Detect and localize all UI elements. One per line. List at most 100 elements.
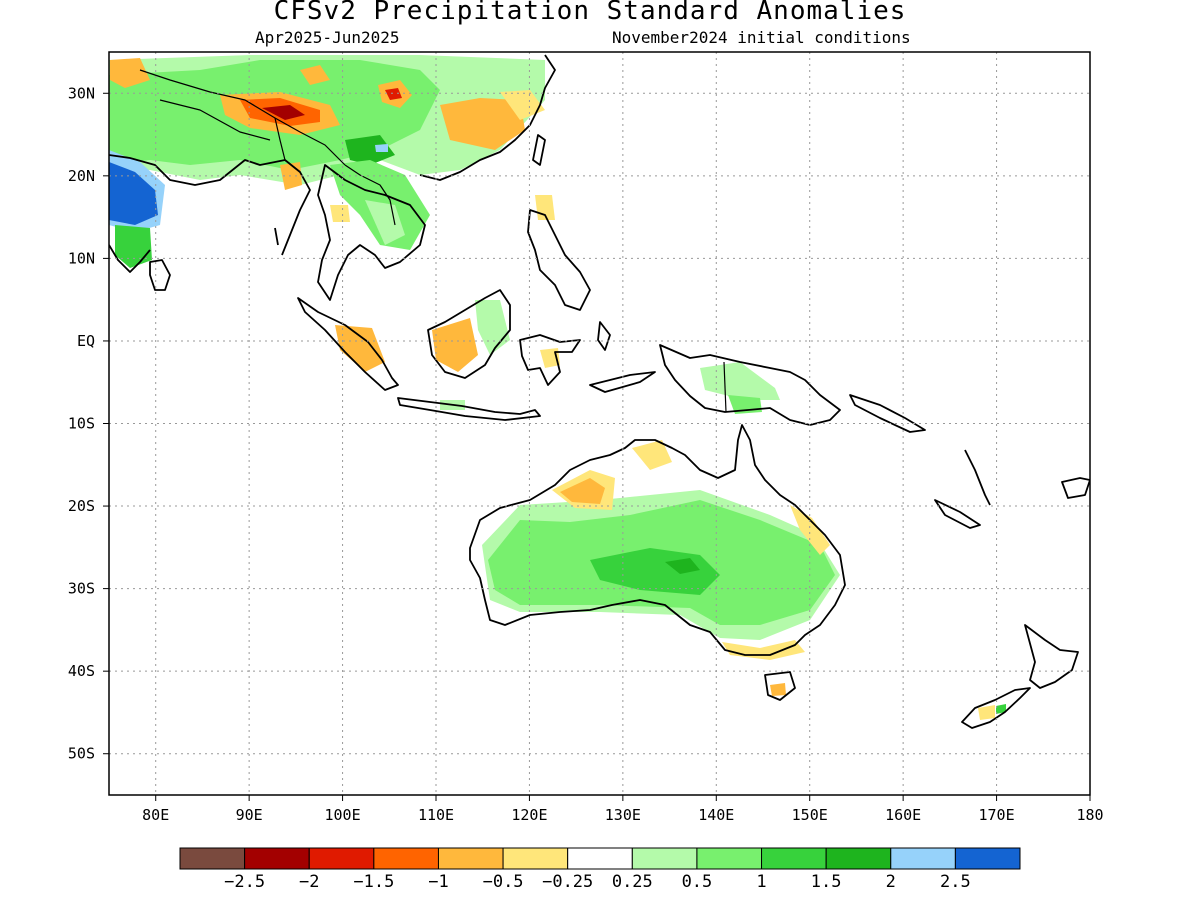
colorbar-label: 2 xyxy=(886,872,896,892)
coastline-tasmania xyxy=(764,671,796,701)
border-west-china xyxy=(159,99,271,141)
border-indochina xyxy=(344,164,396,226)
coastline-fiji xyxy=(1061,477,1090,499)
colorbar-swatch xyxy=(373,847,439,870)
anomaly-region-sumatra xyxy=(335,325,385,372)
lat-tick-label: 20N xyxy=(68,167,95,185)
coastline-vanuatu xyxy=(964,449,991,506)
chart-title: CFSv2 Precipitation Standard Anomalies xyxy=(273,0,907,26)
colorbar-label: −0.5 xyxy=(483,872,524,892)
coastline-philippines xyxy=(527,209,591,311)
colorbar-swatch xyxy=(890,847,956,870)
lon-tick-label: 110E xyxy=(418,806,454,824)
anomaly-region-yunnan-wet xyxy=(345,135,395,165)
anomaly-region-borneo-east xyxy=(475,300,510,355)
lon-tick-label: 130E xyxy=(605,806,641,824)
anomaly-region-west-india-dry xyxy=(300,65,330,85)
anomaly-region-arnhem xyxy=(632,440,672,470)
coastline-indochina xyxy=(317,164,426,301)
anomaly-shading xyxy=(109,55,1006,720)
anomaly-region-se-coast xyxy=(722,640,805,660)
coastlines xyxy=(109,54,1090,729)
lon-tick-label: 80E xyxy=(142,806,169,824)
lat-tick-label: EQ xyxy=(77,332,95,350)
anomaly-region-tibet-peak xyxy=(262,105,305,120)
initial-conditions: November2024 initial conditions xyxy=(612,28,911,47)
coastline-andaman xyxy=(274,227,279,246)
colorbar-label: −2 xyxy=(299,872,319,892)
lat-tick-label: 30S xyxy=(68,580,95,598)
lat-tick-label: 40S xyxy=(68,662,95,680)
colorbar-swatch xyxy=(954,847,1021,870)
coastline-java xyxy=(397,397,541,421)
anomaly-region-yunnan-blue xyxy=(375,144,388,152)
colorbar-swatch xyxy=(244,847,310,870)
border-png xyxy=(723,361,727,413)
colorbar-label: 1 xyxy=(756,872,766,892)
anomaly-region-east-coast xyxy=(790,505,830,555)
coastline-new-zealand-south xyxy=(961,687,1031,729)
lat-tick-label: 10N xyxy=(68,249,95,267)
lon-tick-label: 170E xyxy=(979,806,1015,824)
coastline-china xyxy=(419,54,556,181)
colorbar-label: 0.5 xyxy=(682,872,713,892)
colorbar-swatch xyxy=(308,847,375,870)
gridlines xyxy=(109,52,1090,795)
colorbar-swatch xyxy=(502,847,569,870)
coastline-taiwan xyxy=(532,134,546,166)
coastline-sri-lanka xyxy=(149,259,171,291)
longitude-labels: 80E 90E 100E 110E 120E 130E 140E 150E 160E 170E 18… xyxy=(142,795,1104,824)
anomaly-region-south-india xyxy=(115,225,152,268)
colorbar-label: 0.25 xyxy=(612,872,653,892)
colorbar-label: 1.5 xyxy=(811,872,842,892)
colorbar-label: −0.25 xyxy=(542,872,593,892)
anomaly-region-borneo xyxy=(432,318,478,372)
latitude-labels: 30N 20N 10N EQ 10S 20S 30S 40S 50S xyxy=(68,84,109,763)
colorbar-swatch xyxy=(631,847,698,870)
anomaly-region-nepal-dry xyxy=(110,58,150,88)
anomaly-region-south-china-light xyxy=(500,90,545,120)
lat-tick-label: 50S xyxy=(68,745,95,763)
colorbar-label: −1.5 xyxy=(353,872,394,892)
colorbar-swatch xyxy=(437,847,504,870)
anomaly-region-new-zealand xyxy=(978,705,995,720)
lon-tick-label: 160E xyxy=(885,806,921,824)
anomaly-region-sichuan-peak xyxy=(385,88,402,100)
colorbar-swatch xyxy=(567,847,633,870)
colorbar-swatch xyxy=(696,847,763,870)
anomaly-region-new-zealand-wet xyxy=(996,704,1006,714)
anomaly-region-thailand-dry xyxy=(330,205,350,222)
coastline-borneo xyxy=(427,289,511,379)
anomaly-region-indochina-light xyxy=(365,200,405,245)
anomaly-region-south-china xyxy=(440,98,525,150)
colorbar-swatch xyxy=(179,847,246,870)
anomaly-region-india-blue xyxy=(109,162,158,225)
lon-tick-label: 140E xyxy=(698,806,734,824)
colorbar-label: 2.5 xyxy=(940,872,971,892)
coastline-new-zealand-north xyxy=(1024,624,1079,689)
lat-tick-label: 20S xyxy=(68,497,95,515)
colorbar-swatch xyxy=(761,847,827,870)
lon-tick-label: 100E xyxy=(325,806,361,824)
coastline-india-west xyxy=(109,244,151,273)
lon-tick-label: 90E xyxy=(236,806,263,824)
colorbar-swatch xyxy=(825,847,892,870)
colorbar-label: −2.5 xyxy=(224,872,265,892)
lat-tick-label: 30N xyxy=(68,84,95,102)
coastline-solomons xyxy=(849,394,926,433)
anomaly-region-kimberley-core xyxy=(560,478,605,504)
lat-tick-label: 10S xyxy=(68,415,95,433)
border-china-india xyxy=(139,69,346,166)
coastline-sumatra xyxy=(297,297,399,391)
coastline-new-guinea xyxy=(659,344,841,426)
colorbar: −2.5 −2 −1.5 −1 −0.5 −0.25 0.25 0.5 1 1.5 2 2.5 xyxy=(179,847,1021,892)
border-myanmar xyxy=(274,117,301,173)
lon-tick-label: 180 xyxy=(1076,806,1103,824)
coastline-halmahera xyxy=(597,321,611,351)
anomaly-region-tasmania xyxy=(770,683,786,696)
coastline-new-caledonia xyxy=(934,499,981,529)
anomaly-region-australia-peak xyxy=(665,558,700,574)
lon-tick-label: 150E xyxy=(792,806,828,824)
anomaly-region-new-guinea xyxy=(700,362,780,400)
